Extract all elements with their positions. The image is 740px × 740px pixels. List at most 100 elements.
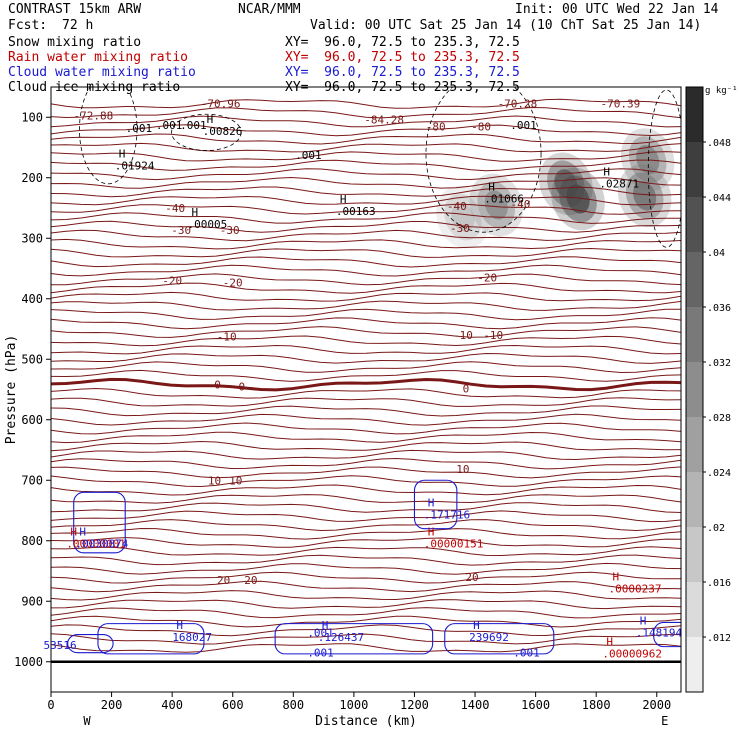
- max-marker-h: H: [119, 147, 126, 160]
- isotherm-line: [51, 106, 681, 119]
- isotherm-line: [51, 317, 681, 330]
- isotherm-line: [51, 220, 681, 233]
- ice-contour: [79, 87, 138, 185]
- cloud-water-label: 53516: [44, 639, 77, 652]
- temperature-label: -40: [511, 198, 531, 211]
- cloud-water-label: .001: [513, 647, 540, 660]
- x-tick-label: 1200: [400, 698, 429, 712]
- x-tick-label: 600: [222, 698, 244, 712]
- header-valid: Valid: 00 UTC Sat 25 Jan 14 (10 ChT Sat …: [310, 18, 702, 33]
- y-tick-label: 400: [21, 292, 43, 306]
- x-tick-label: 0: [47, 698, 54, 712]
- max-marker-h: H: [640, 615, 647, 628]
- isotherm-line: [51, 643, 681, 653]
- colorbar-frame: [685, 86, 704, 693]
- isotherm-line: [51, 546, 681, 557]
- isotherm-line: [51, 361, 681, 374]
- x-end-label-west: W: [83, 714, 91, 728]
- isotherm-line: [51, 352, 681, 364]
- field-name-snow: Snow mixing ratio: [8, 35, 142, 50]
- max-marker-h: H: [322, 619, 329, 632]
- snow-shading-1-2: [484, 190, 508, 220]
- isotherm-line: [51, 335, 681, 347]
- x-tick-label: 1600: [521, 698, 550, 712]
- colorbar-tick-label: .028: [707, 413, 731, 424]
- cloud-water-contour: [67, 633, 114, 654]
- max-value-label: .126437: [318, 631, 364, 644]
- isotherm-line: [51, 98, 681, 109]
- isotherm-line: [51, 308, 681, 321]
- temperature-label: 20: [465, 571, 478, 584]
- isotherm-line: [51, 397, 681, 407]
- isotherm-line: [51, 300, 681, 311]
- colorbar-swatch: [686, 637, 703, 692]
- colorbar-tick-label: .044: [707, 193, 731, 204]
- colorbar-swatch: [686, 142, 703, 197]
- cloud-water-contour: [274, 623, 434, 655]
- y-tick-label: 1000: [14, 655, 43, 669]
- colorbar-swatch: [686, 307, 703, 362]
- colorbar-swatch: [686, 527, 703, 582]
- field-xy-rain: XY= 96.0, 72.5 to 235.3, 72.5: [285, 50, 520, 65]
- y-tick-label: 800: [21, 534, 43, 548]
- cloud-water-contour: [444, 623, 555, 655]
- colorbar-swatch: [686, 417, 703, 472]
- ice-contour: [171, 113, 242, 151]
- temperature-label: -80: [471, 120, 491, 133]
- y-tick-label: 600: [21, 413, 43, 427]
- cloud-water-contour: [653, 621, 681, 648]
- isotherm-line: [51, 405, 681, 417]
- isotherm-line: [51, 466, 681, 479]
- temperature-label: -20: [162, 275, 182, 288]
- colorbar-tick-label: .04: [707, 248, 725, 259]
- header-fcst-value: 72 h: [62, 18, 94, 33]
- isotherm-line: [51, 413, 681, 426]
- temperature-label: 20: [244, 574, 257, 587]
- temperature-label: -84.28: [364, 114, 404, 127]
- ice-contour-label: .001: [156, 119, 183, 132]
- y-tick-label: 200: [21, 171, 43, 185]
- x-tick-label: 1000: [339, 698, 368, 712]
- temperature-label: 0: [239, 380, 246, 393]
- ice-contour-label: .001: [510, 119, 537, 132]
- isotherm-line: [51, 537, 681, 548]
- header-fcst-label: Fcst:: [8, 18, 48, 33]
- temperature-label: -20: [223, 276, 243, 289]
- x-end-label-east: E: [661, 714, 668, 728]
- y-tick-label: 900: [21, 594, 43, 608]
- cloud-water-contour: [97, 623, 205, 655]
- max-marker-h: H: [603, 166, 610, 179]
- isotherm-line: [51, 168, 681, 181]
- isotherm-line: [51, 115, 681, 128]
- isotherm-line: [51, 369, 681, 382]
- temperature-label: -70.28: [498, 97, 538, 110]
- isotherm-line: [51, 326, 681, 338]
- y-tick-label: 500: [21, 352, 43, 366]
- temperature-label: -10: [453, 329, 473, 342]
- isotherm-line: [51, 124, 681, 137]
- y-axis-label: Pressure (hPa): [4, 335, 19, 445]
- max-value-label: .00005: [187, 218, 227, 231]
- temperature-label: 0: [214, 379, 221, 392]
- max-value-label: .171716: [424, 509, 470, 522]
- colorbar-swatch: [686, 252, 703, 307]
- isotherm-line: [51, 440, 681, 452]
- field-xy-snow: XY= 96.0, 72.5 to 235.3, 72.5: [285, 35, 520, 50]
- max-marker-h: H: [488, 181, 495, 194]
- max-value-label: .01924: [115, 159, 155, 172]
- colorbar-tick-label: .036: [707, 303, 731, 314]
- cloud-water-contour: [413, 479, 458, 530]
- temperature-label: -20: [477, 272, 497, 285]
- temperature-label: -40: [165, 202, 185, 215]
- isotherm-line: [51, 527, 681, 540]
- max-value-label: .00000151: [424, 538, 484, 551]
- isotherm-line: [51, 282, 681, 294]
- max-marker-h: H: [428, 497, 435, 510]
- isotherm-line: [51, 142, 681, 153]
- isotherm-line: [51, 422, 681, 435]
- snow-shading-0-2: [451, 202, 475, 232]
- max-value-label: .00163: [336, 205, 376, 218]
- isotherm-line: [51, 387, 681, 399]
- x-tick-label: 800: [282, 698, 304, 712]
- colorbar-swatch: [686, 472, 703, 527]
